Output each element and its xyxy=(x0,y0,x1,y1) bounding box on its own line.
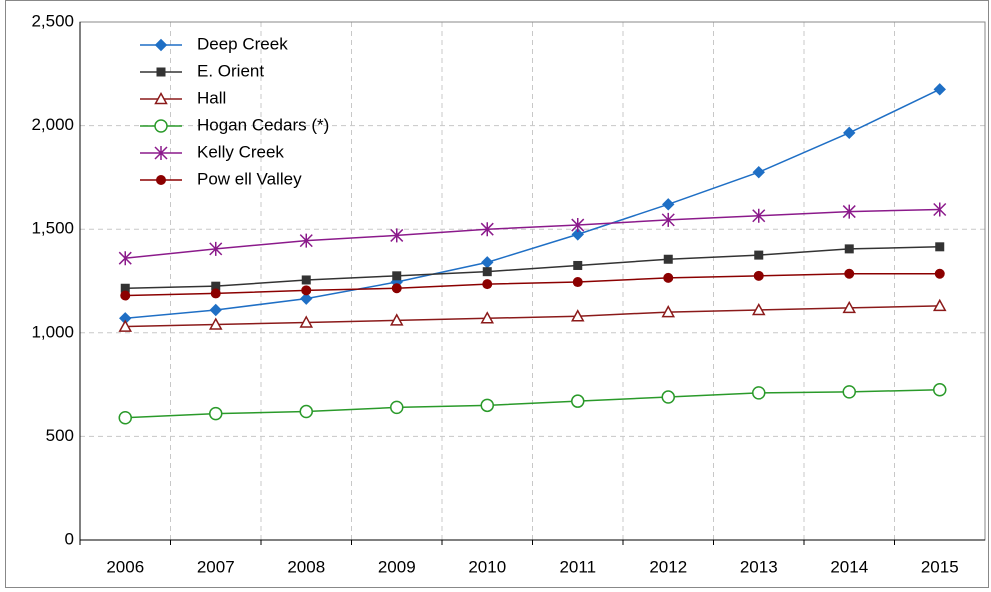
legend-marker xyxy=(154,91,168,105)
data-point xyxy=(299,404,313,419)
data-point xyxy=(389,313,404,326)
series-line xyxy=(125,208,940,259)
data-point xyxy=(573,260,583,270)
y-tick-label: 0 xyxy=(65,529,74,548)
legend-marker xyxy=(154,38,168,52)
data-point xyxy=(391,283,402,294)
legend-label: Hall xyxy=(197,88,226,107)
data-point xyxy=(120,290,131,301)
legend-marker xyxy=(156,175,166,185)
x-tick-label: 2012 xyxy=(649,557,687,576)
legend-marker xyxy=(156,67,166,77)
series-line xyxy=(125,246,940,290)
legend-label: E. Orient xyxy=(197,61,264,80)
data-point xyxy=(753,270,764,281)
data-point xyxy=(572,277,583,288)
x-tick-label: 2013 xyxy=(740,557,778,576)
x-tick-label: 2014 xyxy=(830,557,868,576)
data-point xyxy=(211,281,221,291)
data-point xyxy=(661,212,675,227)
legend-label: Kelly Creek xyxy=(197,142,284,161)
data-point xyxy=(482,279,493,290)
data-point xyxy=(933,383,947,397)
data-point xyxy=(392,271,402,281)
data-point xyxy=(662,198,675,211)
chart-frame xyxy=(5,0,989,588)
legend-marker xyxy=(154,119,168,133)
data-point xyxy=(390,400,404,415)
data-point xyxy=(751,302,766,316)
data-point xyxy=(118,319,133,332)
data-point xyxy=(842,300,857,314)
legend-label: Hogan Cedars (*) xyxy=(197,115,329,134)
data-point xyxy=(661,305,676,318)
data-point xyxy=(571,218,585,233)
data-point xyxy=(390,228,404,243)
data-point xyxy=(843,126,856,140)
data-point xyxy=(209,406,223,421)
series-line xyxy=(125,305,940,328)
data-point xyxy=(935,242,945,252)
data-point xyxy=(210,288,221,299)
data-point xyxy=(300,292,313,305)
data-point xyxy=(754,250,764,260)
x-tick-label: 2010 xyxy=(468,557,506,576)
series-line xyxy=(125,272,940,297)
data-point xyxy=(934,268,945,279)
data-point xyxy=(299,233,313,248)
data-point xyxy=(752,208,766,223)
legend-label: Pow ell Valley xyxy=(197,169,302,188)
y-tick-label: 2,500 xyxy=(31,11,74,30)
data-point xyxy=(571,228,584,241)
x-tick-label: 2008 xyxy=(287,557,325,576)
y-tick-label: 2,000 xyxy=(31,115,74,134)
data-point xyxy=(482,267,492,277)
y-tick-label: 1,500 xyxy=(31,219,74,238)
data-point xyxy=(933,83,946,96)
x-tick-label: 2015 xyxy=(921,557,959,576)
x-tick-label: 2006 xyxy=(106,557,144,576)
data-point xyxy=(844,244,854,254)
x-tick-label: 2007 xyxy=(197,557,235,576)
data-point xyxy=(118,251,132,266)
data-point xyxy=(571,394,585,408)
data-point xyxy=(844,268,855,279)
data-point xyxy=(208,317,223,330)
series-line xyxy=(125,88,941,320)
data-point xyxy=(933,202,947,217)
data-point xyxy=(209,303,222,317)
x-tick-label: 2011 xyxy=(559,557,596,576)
series-line xyxy=(125,389,940,419)
data-point xyxy=(932,298,947,312)
data-point xyxy=(661,390,675,404)
data-point xyxy=(299,315,314,328)
data-point xyxy=(120,283,130,293)
y-tick-label: 1,000 xyxy=(31,322,74,341)
y-tick-label: 500 xyxy=(46,426,74,445)
data-point xyxy=(570,309,585,322)
data-point xyxy=(663,272,674,283)
legend-label: Deep Creek xyxy=(197,34,288,53)
data-point xyxy=(480,222,494,237)
data-point xyxy=(842,385,856,399)
data-point xyxy=(118,411,132,425)
data-point xyxy=(301,285,312,296)
legend-marker xyxy=(154,146,168,160)
data-point xyxy=(663,254,673,264)
data-point xyxy=(752,386,766,400)
data-point xyxy=(480,398,494,413)
data-point xyxy=(480,311,495,324)
data-point xyxy=(842,204,856,219)
data-point xyxy=(752,166,765,179)
data-point xyxy=(209,241,223,256)
x-tick-label: 2009 xyxy=(378,557,416,576)
data-point xyxy=(301,275,311,285)
